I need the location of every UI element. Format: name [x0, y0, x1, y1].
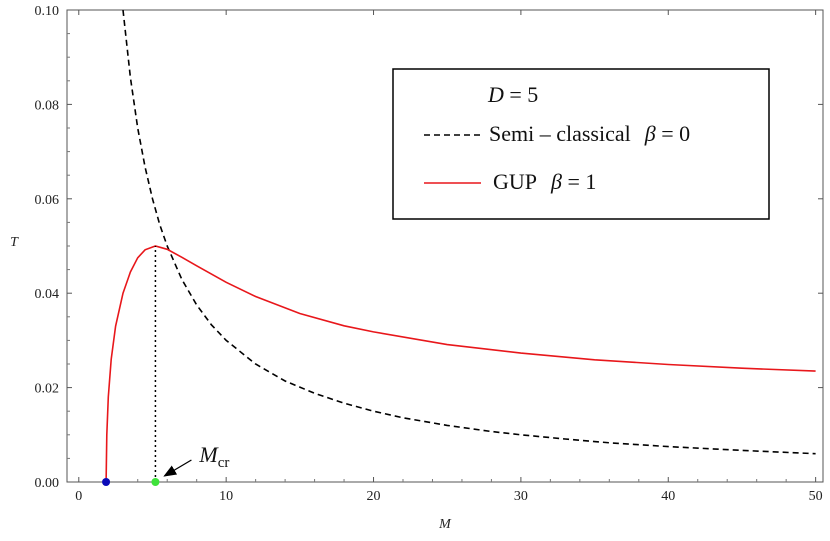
legend-entry-semiclassical-value: = 0 [656, 121, 690, 146]
x-tick-label: 10 [219, 489, 233, 504]
legend-box [392, 68, 770, 220]
annotations-group: Mcr [102, 246, 229, 486]
legend-entry-gup-value: = 1 [562, 169, 596, 194]
x-tick-label: 20 [367, 489, 381, 504]
series-line-semiclassical [122, 10, 816, 455]
x-tick-label: 50 [809, 489, 823, 504]
y-tick-label: 0.00 [35, 476, 60, 491]
legend-entry-semiclassical: Semi – classical β = 0 [489, 121, 690, 146]
x-tick-label: 30 [514, 489, 528, 504]
x-axis-label: M [438, 517, 452, 532]
critical-mass-arrow [163, 459, 192, 477]
legend-header-var: D [487, 82, 504, 107]
legend-entry-gup: GUP β = 1 [493, 169, 596, 194]
y-tick-label: 0.10 [35, 4, 60, 19]
y-tick-label: 0.08 [35, 98, 60, 113]
critical-mass-label-sub: cr [218, 455, 230, 471]
critical-mass-label-main: M [198, 442, 219, 467]
legend-header: D = 5 [487, 82, 538, 107]
y-axis-label: T [10, 235, 19, 250]
marker-point [102, 478, 111, 486]
y-tick-label: 0.06 [35, 193, 60, 208]
legend-entry-semiclassical-text: Semi – classical [489, 121, 631, 146]
marker-point [151, 478, 160, 486]
legend-entry-gup-beta: β [550, 169, 562, 194]
legend-entry-gup-text: GUP [493, 169, 537, 194]
x-tick-label: 40 [661, 489, 675, 504]
series-line-gup [105, 245, 816, 482]
y-tick-label: 0.02 [35, 382, 60, 397]
y-tick-label: 0.04 [35, 287, 60, 302]
legend-header-eq: = 5 [504, 82, 538, 107]
legend-entry-semiclassical-beta: β [644, 121, 656, 146]
x-tick-label: 0 [75, 489, 82, 504]
critical-mass-label: Mcr [198, 442, 229, 471]
series-group [105, 10, 816, 482]
legend: D = 5 Semi – classical β = 0 GUP β = 1 [392, 68, 770, 220]
